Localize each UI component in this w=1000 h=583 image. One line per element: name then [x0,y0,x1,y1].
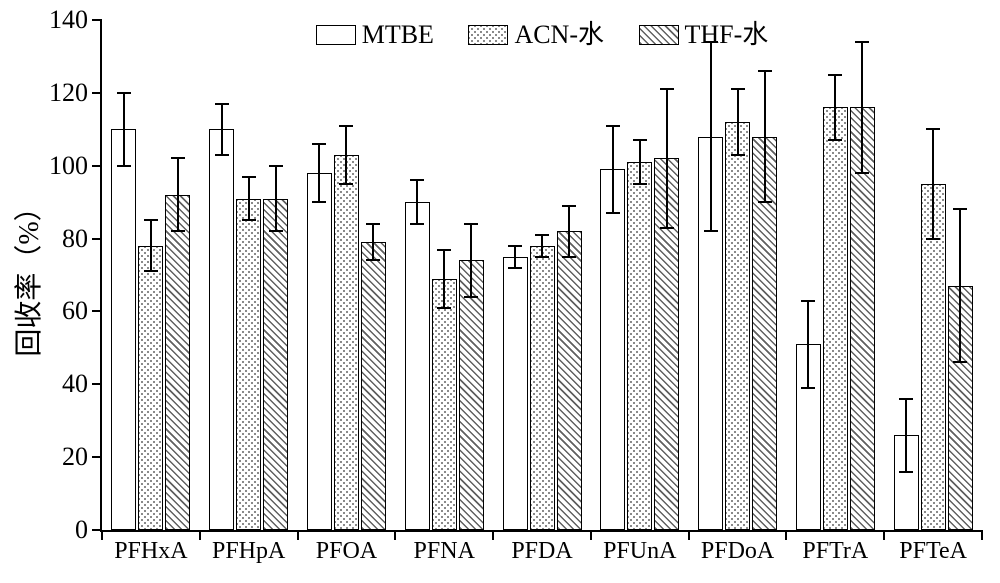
bar [725,122,750,530]
y-tick-label: 20 [62,442,102,472]
error-bar [150,220,152,271]
y-tick-label: 140 [49,5,102,35]
x-tick [981,530,983,540]
y-axis-title: 回收率（%） [7,193,47,356]
error-bar [318,144,320,202]
error-bar [541,235,543,257]
x-tick-label: PFDoA [701,530,774,565]
error-bar [248,177,250,221]
error-bar [568,206,570,257]
error-bar [514,246,516,268]
y-tick-label: 60 [62,296,102,326]
x-tick-label: PFOA [316,530,377,565]
bar [600,169,625,530]
bar-chart: 回收率（%） MTBE ACN-水 THF-水 0204060801001201… [100,20,982,532]
bar [459,260,484,530]
x-tick [101,530,103,540]
error-bar [416,180,418,224]
bar [236,199,261,531]
error-bar [123,93,125,166]
bar [530,246,555,530]
error-bar [177,158,179,231]
error-bar [372,224,374,260]
bar [334,155,359,530]
legend-label-mtbe: MTBE [362,20,434,49]
error-bar [737,89,739,155]
bar [361,242,386,530]
error-bar [710,42,712,231]
bar [823,107,848,530]
error-bar [834,75,836,141]
bar [209,129,234,530]
bar [307,173,332,530]
bar [557,231,582,530]
bar [432,279,457,530]
legend: MTBE ACN-水 THF-水 [102,14,982,51]
bar [263,199,288,531]
x-tick [590,530,592,540]
y-tick-label: 120 [49,78,102,108]
legend-label-acn: ACN-水 [514,20,604,49]
error-bar [275,166,277,232]
x-tick [394,530,396,540]
legend-item-acn: ACN-水 [468,14,604,51]
bar [503,257,528,530]
bar [405,202,430,530]
y-tick-label: 40 [62,369,102,399]
legend-swatch-thf [639,25,679,45]
legend-swatch-mtbe [316,25,356,45]
bar [111,129,136,530]
bar [138,246,163,530]
error-bar [639,140,641,184]
legend-item-thf: THF-水 [639,14,769,51]
legend-label-thf: THF-水 [685,20,769,49]
bar [165,195,190,530]
error-bar [443,250,445,308]
error-bar [345,126,347,184]
x-tick [199,530,201,540]
y-tick-label: 0 [75,515,102,545]
legend-item-mtbe: MTBE [316,20,434,50]
legend-swatch-acn [468,25,508,45]
x-tick-label: PFTrA [802,530,868,565]
error-bar [470,224,472,297]
error-bar [612,126,614,213]
x-tick-label: PFHpA [212,530,285,565]
x-tick [883,530,885,540]
x-tick [785,530,787,540]
error-bar [932,129,934,238]
x-tick-label: PFDA [511,530,572,565]
error-bar [861,42,863,173]
bar [627,162,652,530]
error-bar [764,71,766,202]
error-bar [905,399,907,472]
x-tick-label: PFHxA [114,530,187,565]
x-tick-label: PFUnA [603,530,676,565]
error-bar [807,301,809,388]
x-tick [688,530,690,540]
error-bar [221,104,223,155]
x-tick-label: PFTeA [899,530,967,565]
x-tick-label: PFNA [414,530,475,565]
y-tick-label: 100 [49,151,102,181]
x-tick [297,530,299,540]
x-tick [492,530,494,540]
error-bar [666,89,668,227]
error-bar [959,209,961,362]
y-tick-label: 80 [62,224,102,254]
